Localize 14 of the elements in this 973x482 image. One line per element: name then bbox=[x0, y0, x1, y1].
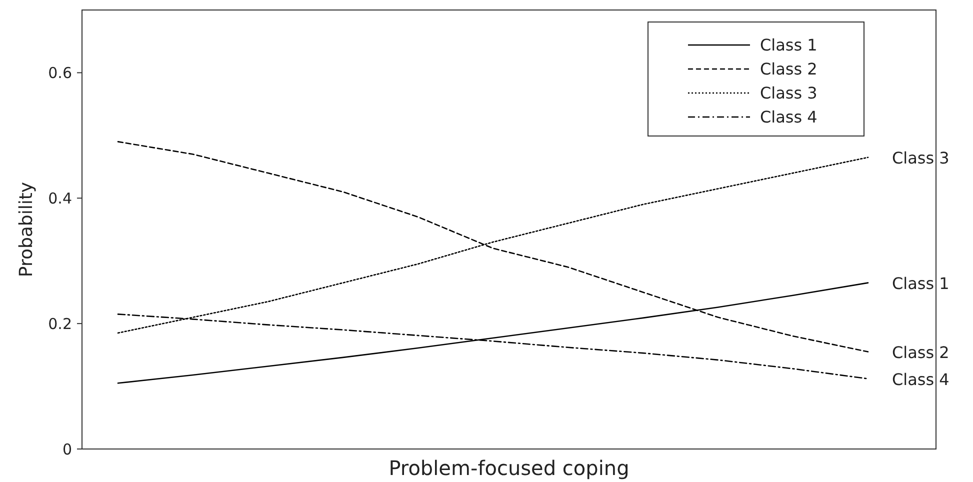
text: Class 2 bbox=[892, 342, 950, 362]
y-tick-label: 0 bbox=[62, 440, 72, 458]
legend-label: Class 2 bbox=[760, 60, 818, 79]
legend-label: Class 1 bbox=[760, 36, 818, 55]
text: Class 1 bbox=[892, 274, 950, 293]
y-tick-label: 0.6 bbox=[48, 64, 72, 82]
y-tick-label: 0.4 bbox=[48, 189, 72, 208]
legend-label: Class 4 bbox=[760, 108, 818, 127]
legend-label: Class 3 bbox=[760, 84, 818, 103]
x-axis-title: Problem-focused coping bbox=[388, 456, 630, 480]
y-axis-title: Probability bbox=[16, 182, 37, 278]
y-tick-label: 0.2 bbox=[48, 314, 72, 333]
text: Class 4 bbox=[892, 370, 950, 389]
text: Class 3 bbox=[892, 148, 950, 168]
